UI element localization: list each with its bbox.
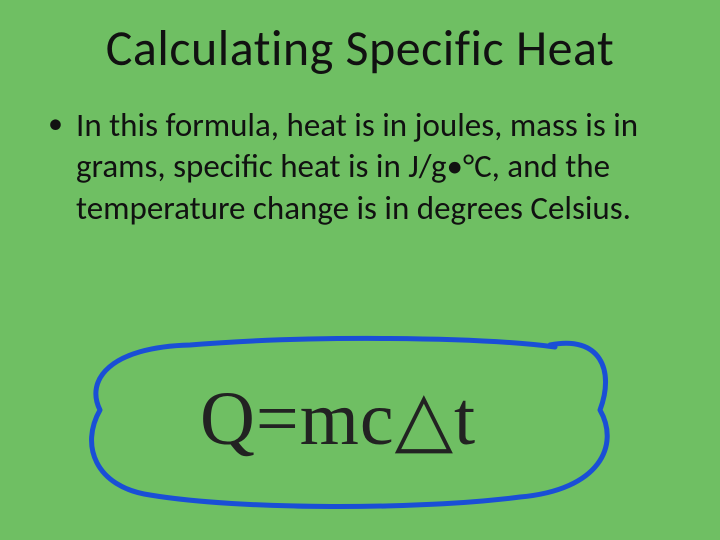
formula-text: Q=mc△t (200, 373, 476, 463)
slide: Calculating Specific Heat In this formul… (0, 0, 720, 229)
slide-title: Calculating Specific Heat (40, 18, 680, 79)
formula-region: Q=mc△t (80, 315, 640, 515)
bullet-text: In this formula, heat is in joules, mass… (40, 105, 680, 229)
